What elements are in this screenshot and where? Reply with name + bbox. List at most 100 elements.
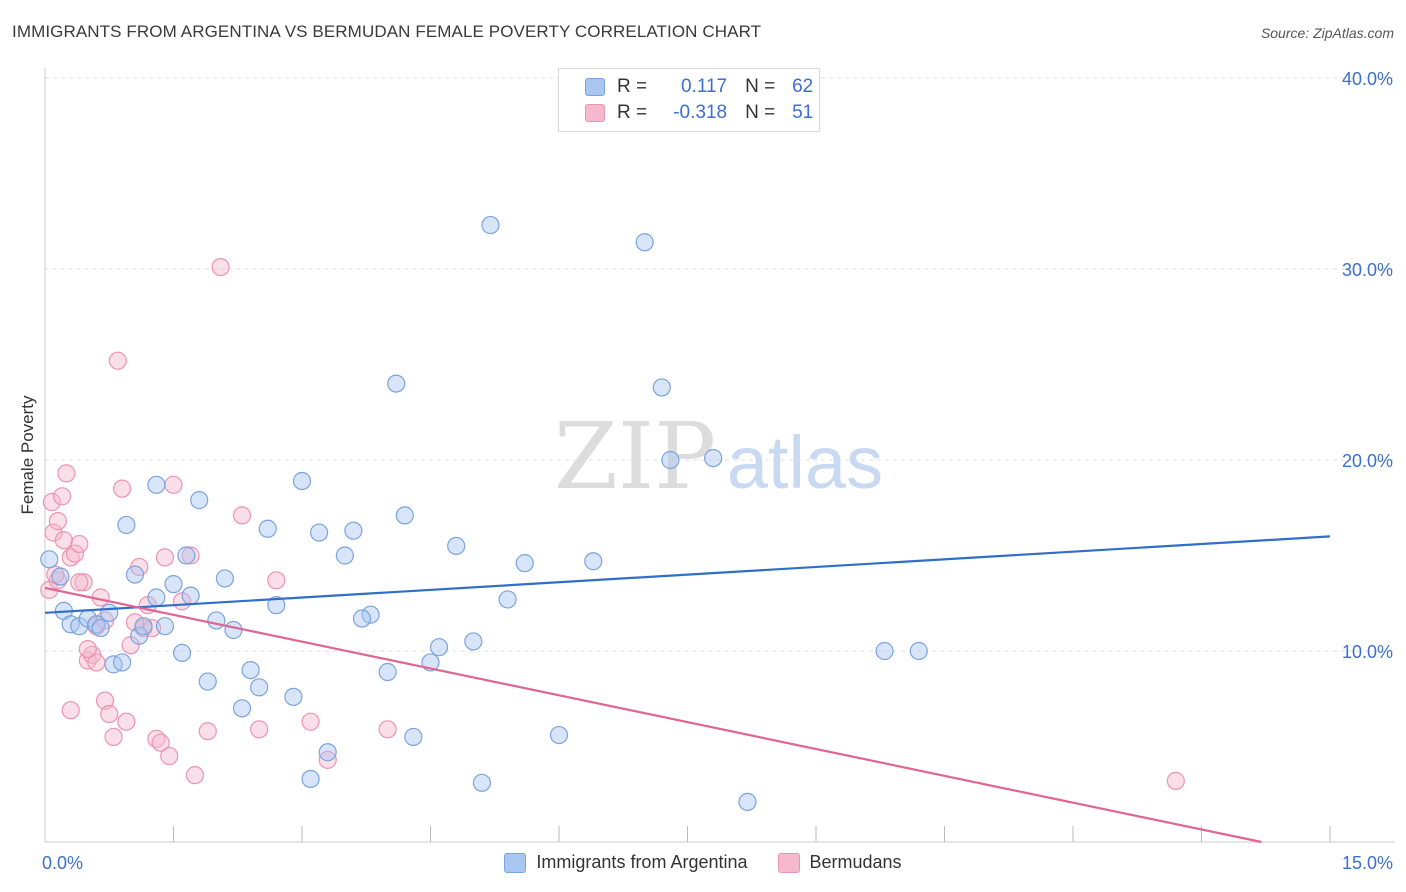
bermudans-point <box>267 571 286 590</box>
argentina-point <box>130 626 149 645</box>
bermudans-point <box>112 479 132 498</box>
tick-labels: 10.0% 20.0% 30.0% 40.0% 0.0% 15.0% <box>42 69 1393 873</box>
argentina-point <box>117 515 136 535</box>
legend-swatch-bermudans <box>585 104 605 122</box>
argentina-point <box>515 554 534 573</box>
argentina-point <box>404 727 423 747</box>
argentina-point <box>155 617 175 636</box>
argentina-point <box>318 743 337 762</box>
legend-r-label: R = <box>617 76 648 97</box>
bermudans-point <box>185 766 205 785</box>
bermudans-point <box>108 351 127 370</box>
argentina-point <box>875 641 894 661</box>
bermudans-point <box>160 746 179 766</box>
argentina-point <box>100 603 119 622</box>
argentina-point <box>91 618 110 638</box>
series-label-argentina: Immigrants from Argentina <box>536 852 748 872</box>
legend-r-label: R = <box>617 102 648 123</box>
argentina-points <box>40 215 928 811</box>
argentina-point <box>224 620 243 640</box>
argentina-point <box>635 233 654 252</box>
argentina-point <box>284 687 303 706</box>
bermudans-point <box>301 712 320 731</box>
argentina-point <box>125 565 145 584</box>
argentina-point <box>661 450 680 470</box>
y-tick-label: 10.0% <box>1342 642 1393 662</box>
argentina-point <box>292 471 312 491</box>
bermudans-point <box>151 733 170 752</box>
bermudans-point <box>95 691 115 710</box>
grid-lines <box>45 77 1395 652</box>
argentina-point <box>51 567 70 586</box>
argentina-point <box>352 609 372 628</box>
bermudans-point <box>211 257 230 277</box>
bermudans-point <box>54 531 73 550</box>
bermudans-point <box>57 464 76 483</box>
argentina-point <box>549 725 569 745</box>
watermark-zip: ZIP <box>554 403 716 510</box>
correlation-legend: R = 0.117 N = 62 R = -0.318 N = 51 <box>558 68 820 132</box>
bermudans-point <box>125 613 145 632</box>
bermudans-trendline <box>44 586 1262 844</box>
argentina-point <box>344 521 363 540</box>
bermudans-point <box>44 523 63 542</box>
argentina-point <box>481 215 500 235</box>
bermudans-point <box>42 492 61 512</box>
bermudans-point <box>1166 771 1185 790</box>
y-tick-label: 20.0% <box>1342 451 1393 471</box>
argentina-point <box>652 378 671 397</box>
series-legend-bermudans[interactable]: Bermudans <box>777 852 902 873</box>
argentina-point <box>335 546 354 565</box>
y-tick-label: 40.0% <box>1342 69 1393 89</box>
series-swatch-bermudans <box>777 852 800 873</box>
legend-n-label: N = <box>745 76 776 97</box>
argentina-point <box>241 660 260 680</box>
argentina-point <box>464 632 483 651</box>
bermudans-point <box>378 720 397 739</box>
argentina-point <box>258 519 277 538</box>
argentina-point <box>147 588 166 607</box>
argentina-point <box>387 374 406 393</box>
bermudans-point <box>181 546 200 565</box>
legend-r-value: 0.117 <box>680 76 728 97</box>
trendlines <box>44 535 1331 844</box>
bermudans-point <box>117 712 136 731</box>
argentina-point <box>395 506 414 525</box>
bermudans-point <box>198 722 217 741</box>
legend-swatch-argentina <box>585 78 605 96</box>
bermudans-point <box>70 573 89 592</box>
argentina-point <box>172 643 192 663</box>
bermudans-points <box>40 257 1185 790</box>
bermudans-point <box>250 720 269 739</box>
series-legend-argentina[interactable]: Immigrants from Argentina <box>504 852 748 873</box>
legend-r-value: -0.318 <box>673 102 728 123</box>
argentina-point <box>232 699 252 718</box>
argentina-point <box>447 536 466 556</box>
bermudans-point <box>164 475 183 494</box>
bermudans-point <box>318 750 337 769</box>
legend-row-bermudans: R = -0.318 N = 51 <box>585 101 813 125</box>
argentina-point <box>704 448 723 468</box>
argentina-point <box>250 678 269 697</box>
x-tick-label: 0.0% <box>42 853 83 873</box>
argentina-point <box>472 773 491 792</box>
series-swatch-argentina <box>504 852 527 873</box>
argentina-point <box>267 596 286 615</box>
bermudans-point <box>61 701 80 720</box>
x-tick-label: 15.0% <box>1342 853 1393 873</box>
argentina-point <box>207 611 226 630</box>
bermudans-point <box>74 573 93 592</box>
source-credit: Source: ZipAtlas.com <box>1260 25 1394 41</box>
argentina-point <box>190 491 209 510</box>
argentina-point <box>498 590 517 609</box>
argentina-point <box>147 475 166 494</box>
argentina-point <box>181 586 200 605</box>
y-tick-label: 30.0% <box>1342 260 1393 280</box>
argentina-point <box>177 546 196 565</box>
argentina-point <box>361 605 380 624</box>
argentina-point <box>909 641 928 661</box>
bermudans-point <box>48 512 67 531</box>
bermudans-point <box>78 639 97 659</box>
argentina-point <box>301 769 320 789</box>
argentina-point <box>215 569 234 588</box>
